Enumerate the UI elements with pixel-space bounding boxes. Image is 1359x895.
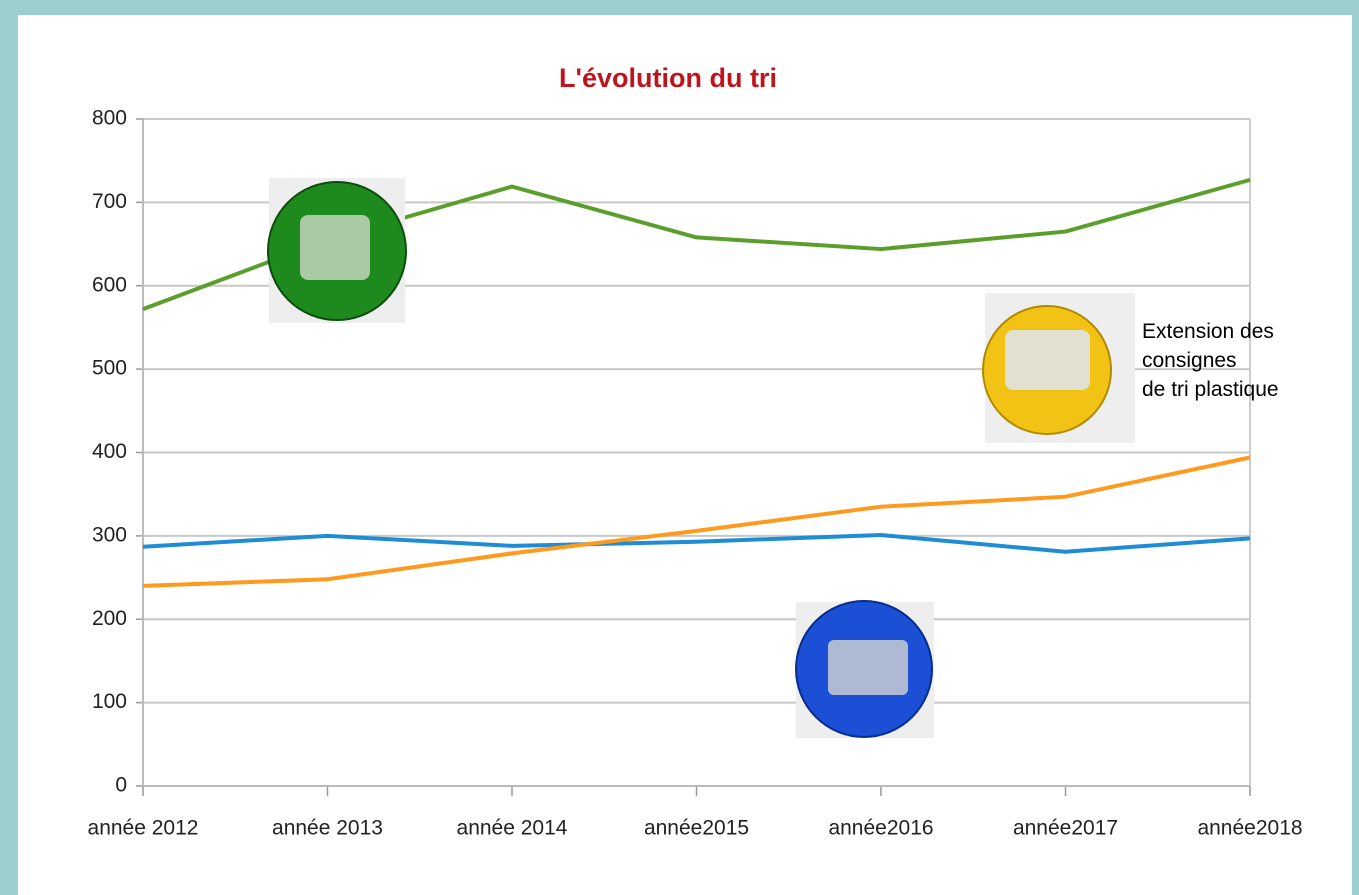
x-tick-label: année2016 <box>828 817 933 840</box>
x-tick-label: année 2014 <box>457 817 568 840</box>
x-tick-label: année2015 <box>644 817 749 840</box>
y-tick-label: 400 <box>92 440 127 463</box>
icons <box>268 178 1135 738</box>
y-tick-label: 300 <box>92 523 127 546</box>
annotation: Extension des <box>1142 320 1274 343</box>
y-tick-label: 800 <box>92 107 127 130</box>
chart: L'évolution du tri 0 100 200 300 400 500 600 70… <box>0 0 1359 895</box>
y-tick-label: 700 <box>92 190 127 213</box>
y-tick-label: 100 <box>92 690 127 713</box>
x-tick-label: année 2012 <box>88 817 199 840</box>
y-tick-label: 600 <box>92 273 127 296</box>
y-tick-label: 500 <box>92 357 127 380</box>
chart-title: L'évolution du tri <box>559 63 777 93</box>
x-tick-label: année2018 <box>1197 817 1302 840</box>
series-line <box>143 458 1250 586</box>
annotation: consignes <box>1142 349 1237 372</box>
series-line <box>143 535 1250 552</box>
y-tick-label: 0 <box>115 774 127 797</box>
x-tick-label: année2017 <box>1013 817 1118 840</box>
newspapers <box>828 640 908 695</box>
y-tick-label: 200 <box>92 607 127 630</box>
glass-bottles <box>300 215 370 280</box>
page: L'évolution du tri 0 100 200 300 400 500 600 70… <box>0 0 1359 895</box>
annotation: de tri plastique <box>1142 378 1279 401</box>
plastic-items <box>1005 330 1090 390</box>
x-tick-label: année 2013 <box>272 817 383 840</box>
